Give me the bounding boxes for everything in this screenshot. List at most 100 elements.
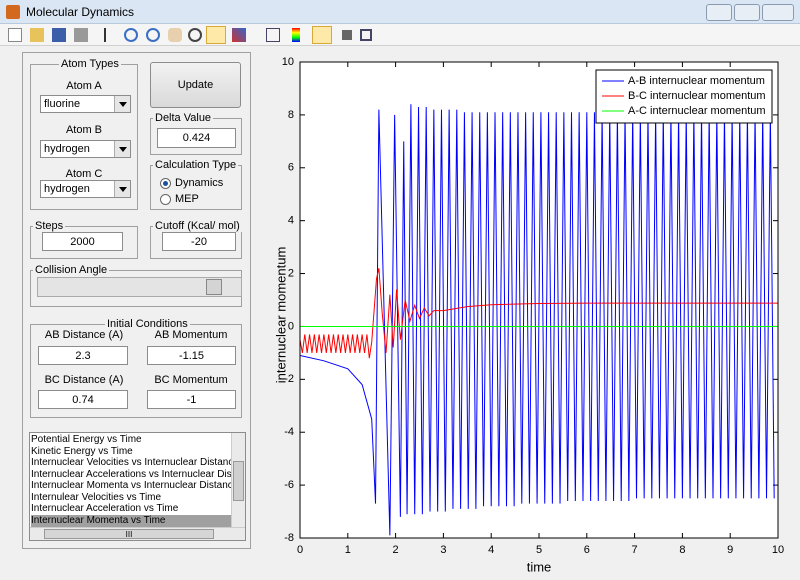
group-title: Steps: [33, 220, 66, 232]
colorbar-icon[interactable]: [292, 28, 300, 42]
slider-thumb[interactable]: [206, 279, 222, 295]
list-item[interactable]: Internulear Velocities vs Time: [31, 491, 162, 503]
ab-distance-label: AB Distance (A): [44, 329, 124, 341]
legend-icon[interactable]: [312, 26, 332, 44]
select-value: fluorine: [44, 98, 81, 110]
group-title: Delta Value: [153, 112, 214, 124]
atom-c-select[interactable]: hydrogen: [40, 180, 131, 198]
list-item[interactable]: Internuclear Accelerations vs Internucle…: [31, 468, 231, 480]
bc-momentum-label: BC Momentum: [154, 374, 228, 386]
rotate-icon[interactable]: [188, 28, 202, 42]
list-item[interactable]: Kinetic Energy vs Time: [31, 445, 133, 457]
zoom-out-icon[interactable]: [146, 28, 160, 42]
print-icon[interactable]: [74, 28, 88, 42]
minimize-button[interactable]: [706, 4, 732, 21]
hide-tools-icon[interactable]: [342, 30, 352, 40]
bc-distance-input[interactable]: 0.74: [38, 390, 128, 409]
y-tick-label: 10: [282, 56, 294, 68]
x-tick-label: 5: [536, 544, 542, 556]
list-item[interactable]: Internuclear Momenta vs Time: [31, 514, 231, 527]
maximize-button[interactable]: [734, 4, 760, 21]
radio-mep[interactable]: [160, 194, 171, 205]
horizontal-scrollbar[interactable]: III: [30, 527, 245, 540]
list-item[interactable]: Internuclear Acceleration vs Time: [31, 503, 179, 514]
y-tick-label: -8: [284, 532, 294, 544]
x-tick-label: 6: [584, 544, 590, 556]
select-value: hydrogen: [44, 143, 90, 155]
control-panel: [22, 52, 251, 549]
brush-icon[interactable]: [232, 28, 246, 42]
initial-conditions-group: Initial Conditions: [30, 318, 242, 418]
y-tick-label: 8: [288, 109, 294, 121]
scroll-thumb[interactable]: [233, 461, 244, 501]
calculation-type-group: Calculation Type: [150, 159, 242, 210]
close-button[interactable]: [762, 4, 794, 21]
legend-box: [595, 69, 773, 124]
atom-b-select[interactable]: hydrogen: [40, 140, 131, 158]
vertical-scrollbar[interactable]: [231, 433, 245, 528]
group-title: Cutoff (Kcal/ mol): [153, 220, 242, 232]
pointer-icon[interactable]: [104, 28, 114, 42]
list-item[interactable]: Potential Energy vs Time: [31, 434, 142, 445]
delta-group: Delta Value: [150, 112, 242, 155]
show-tools-icon[interactable]: [360, 29, 372, 41]
angle-slider[interactable]: [37, 277, 242, 297]
x-tick-label: 9: [727, 544, 733, 556]
dropdown-arrow[interactable]: [114, 181, 130, 197]
atom-b-label: Atom B: [65, 124, 103, 136]
legend-label: A-C internuclear momentum: [628, 105, 766, 117]
dropdown-arrow[interactable]: [114, 141, 130, 157]
ab-momentum-input[interactable]: -1.15: [147, 346, 236, 365]
x-tick-label: 3: [440, 544, 446, 556]
series-line: [300, 268, 778, 359]
atom-c-label: Atom C: [65, 168, 103, 180]
y-tick-label: 4: [288, 215, 294, 227]
group-title: Calculation Type: [153, 159, 239, 171]
app-icon: [6, 5, 20, 19]
y-tick-label: 2: [288, 267, 294, 279]
y-tick-label: -4: [284, 426, 294, 438]
dropdown-arrow[interactable]: [114, 96, 130, 112]
legend-label: B-C internuclear momentum: [628, 90, 766, 102]
y-tick-label: 6: [288, 162, 294, 174]
new-icon[interactable]: [8, 28, 22, 42]
x-tick-label: 8: [679, 544, 685, 556]
steps-input[interactable]: 2000: [42, 232, 123, 251]
pan-icon[interactable]: [168, 28, 182, 42]
save-icon[interactable]: [52, 28, 66, 42]
ab-distance-input[interactable]: 2.3: [38, 346, 128, 365]
group-title: Collision Angle: [33, 264, 110, 276]
collision-angle-group: Collision Angle: [30, 264, 242, 307]
select-value: hydrogen: [44, 183, 90, 195]
radio-dot: [163, 181, 168, 186]
cutoff-group: Cutoff (Kcal/ mol): [150, 220, 242, 259]
atom-a-label: Atom A: [66, 80, 102, 92]
radio-label: Dynamics: [175, 177, 224, 189]
group-title: Atom Types: [59, 58, 121, 70]
title-bar: Molecular Dynamics: [0, 0, 800, 24]
x-tick-label: 0: [297, 544, 303, 556]
axes-frame: [299, 61, 779, 539]
x-tick-label: 7: [632, 544, 638, 556]
plot-listbox[interactable]: Internuclear Momenta vs Time Internuclear…: [29, 432, 246, 541]
x-axis-label: time: [527, 559, 552, 574]
bc-momentum-input[interactable]: -1: [147, 390, 236, 409]
group-title: Initial Conditions: [105, 318, 190, 330]
update-button[interactable]: Update: [150, 62, 241, 108]
legend-label: A-B internuclear momentum: [628, 75, 765, 87]
zoom-in-icon[interactable]: [124, 28, 138, 42]
radio-dynamics[interactable]: [160, 178, 171, 189]
cutoff-input[interactable]: -20: [162, 232, 236, 251]
list-item[interactable]: Internuclear Momenta vs Internuclear Dis…: [31, 480, 231, 491]
delta-input[interactable]: 0.424: [157, 128, 236, 148]
list-item[interactable]: Internuclear Velocities vs Internuclear …: [31, 457, 231, 468]
open-icon[interactable]: [30, 28, 44, 42]
link-icon[interactable]: [266, 28, 280, 42]
y-tick-label: -2: [284, 373, 294, 385]
scroll-thumb[interactable]: III: [44, 529, 214, 539]
atom-a-select[interactable]: fluorine: [40, 95, 131, 113]
atom-types-group: Atom Types: [30, 58, 138, 210]
data-cursor-icon[interactable]: [206, 26, 226, 44]
y-axis-label: internuclear momentum: [273, 247, 288, 384]
